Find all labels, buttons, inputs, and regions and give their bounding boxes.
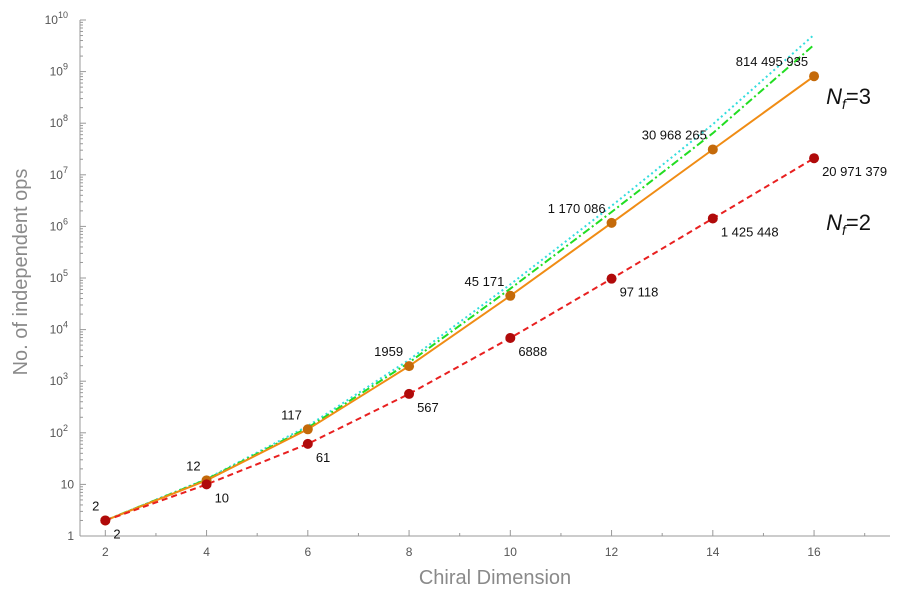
x-tick-label: 4 [203,545,210,559]
data-label-series-0: 117 [281,407,302,422]
y-tick-label: 103 [50,371,68,388]
data-label-series-0: 30 968 265 [642,127,707,142]
axes-group: 2 4 6 8 10 12 14 161101021031041051061071081091… [45,10,890,559]
data-label-series-0: 12 [186,458,200,473]
data-point-series-0 [606,217,617,228]
y-tick-label: 109 [50,62,68,79]
data-point-series-0 [505,290,516,301]
data-label-series-1: 1 425 448 [721,224,779,239]
data-label-series-1: 61 [316,450,330,465]
data-point-series-0 [404,361,415,372]
y-tick-label: 10 [61,477,75,491]
data-label-series-1: 2 [113,526,120,541]
series-line-1 [104,157,815,522]
x-tick-label: 14 [706,545,720,559]
data-label-series-0: 1 170 086 [548,201,606,216]
data-label-series-1: 567 [417,400,439,415]
x-tick-label: 12 [605,545,619,559]
y-tick-label: 106 [50,216,68,233]
data-point-series-0 [707,144,718,155]
series-label-0: Nf=3 [826,84,871,112]
data-point-series-1 [505,332,516,343]
data-label-series-0: 45 171 [465,274,505,289]
series-line-2 [104,44,815,522]
y-tick-label: 108 [50,113,68,130]
data-label-series-1: 97 118 [620,285,659,300]
y-tick-label: 107 [50,165,68,182]
data-label-series-0: 814 495 935 [736,54,808,69]
data-point-series-0 [809,71,820,82]
data-point-series-1 [302,438,313,449]
data-label-series-1: 6888 [518,344,547,359]
y-tick-label: 1010 [45,10,68,27]
data-label-series-1: 10 [215,490,229,505]
x-tick-label: 10 [504,545,518,559]
data-point-series-0 [302,424,313,435]
data-label-series-0: 2 [92,498,99,513]
series-line-3 [104,33,815,522]
y-tick-label: 104 [50,320,68,337]
series-labels-group: Nf=3 Nf=2 [826,84,871,238]
data-point-series-1 [100,515,111,526]
series-lines-group [104,33,815,522]
y-tick-label: 1 [67,529,74,543]
y-tick-label: 105 [50,268,68,285]
markers-group [100,71,820,526]
data-point-series-1 [606,273,617,284]
data-point-series-1 [707,213,718,224]
data-label-series-1: 20 971 379 [822,164,887,179]
series-line-0 [104,75,815,522]
x-tick-label: 8 [406,545,413,559]
series-label-1: Nf=2 [826,210,871,238]
y-tick-label: 102 [50,423,68,440]
x-tick-label: 16 [807,545,821,559]
y-axis-title: No. of independent ops [10,169,32,376]
x-tick-label: 6 [304,545,311,559]
data-point-series-1 [404,388,415,399]
data-labels-group: 2 12 117 1959 45 171 1 170 086 30 968 265 814 4… [92,54,887,541]
data-point-series-1 [809,153,820,164]
data-label-series-0: 1959 [374,344,403,359]
x-tick-label: 2 [102,545,109,559]
x-axis-title: Chiral Dimension [419,567,571,589]
data-point-series-1 [201,479,212,490]
